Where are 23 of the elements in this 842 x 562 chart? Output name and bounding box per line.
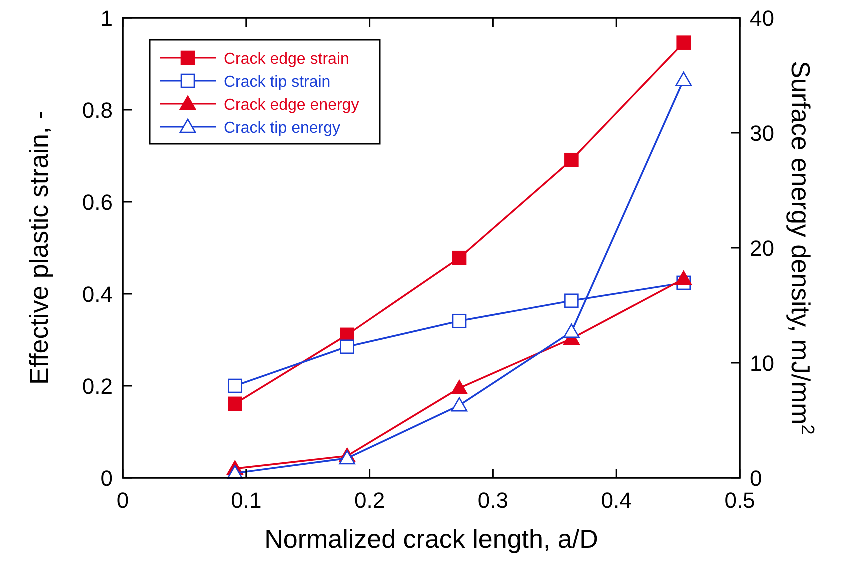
x-tick-label: 0.1 <box>231 488 262 513</box>
x-tick-label: 0.3 <box>478 488 508 513</box>
legend-label: Crack edge energy <box>224 97 360 114</box>
y2-tick-label: 30 <box>750 121 774 146</box>
x-tick-label: 0 <box>116 488 130 513</box>
y2-tick-label: 0 <box>750 466 762 491</box>
y-tick-label: 0.8 <box>82 98 113 123</box>
legend-label: Crack tip energy <box>224 120 340 137</box>
x-tick-label: 0.4 <box>601 488 632 513</box>
y-tick-label: 1 <box>100 6 113 31</box>
x-axis-title: Normalized crack length, a/D <box>264 524 598 554</box>
y-tick-label: 0.4 <box>82 282 113 307</box>
legend-label: Crack tip strain <box>224 74 331 91</box>
y-tick-label: 0 <box>100 466 113 491</box>
legend-label: Crack edge strain <box>224 51 350 68</box>
y-tick-label: 0.6 <box>82 190 113 215</box>
x-tick-label: 0.2 <box>354 488 386 513</box>
y2-tick-label: 40 <box>750 6 774 31</box>
y-tick-label: 0.2 <box>82 374 113 399</box>
y2-tick-label: 20 <box>750 236 774 261</box>
y-axis-title: Effective plastic strain, - <box>24 110 54 386</box>
x-tick-label: 0.5 <box>724 488 756 513</box>
y2-tick-label: 10 <box>750 351 774 376</box>
